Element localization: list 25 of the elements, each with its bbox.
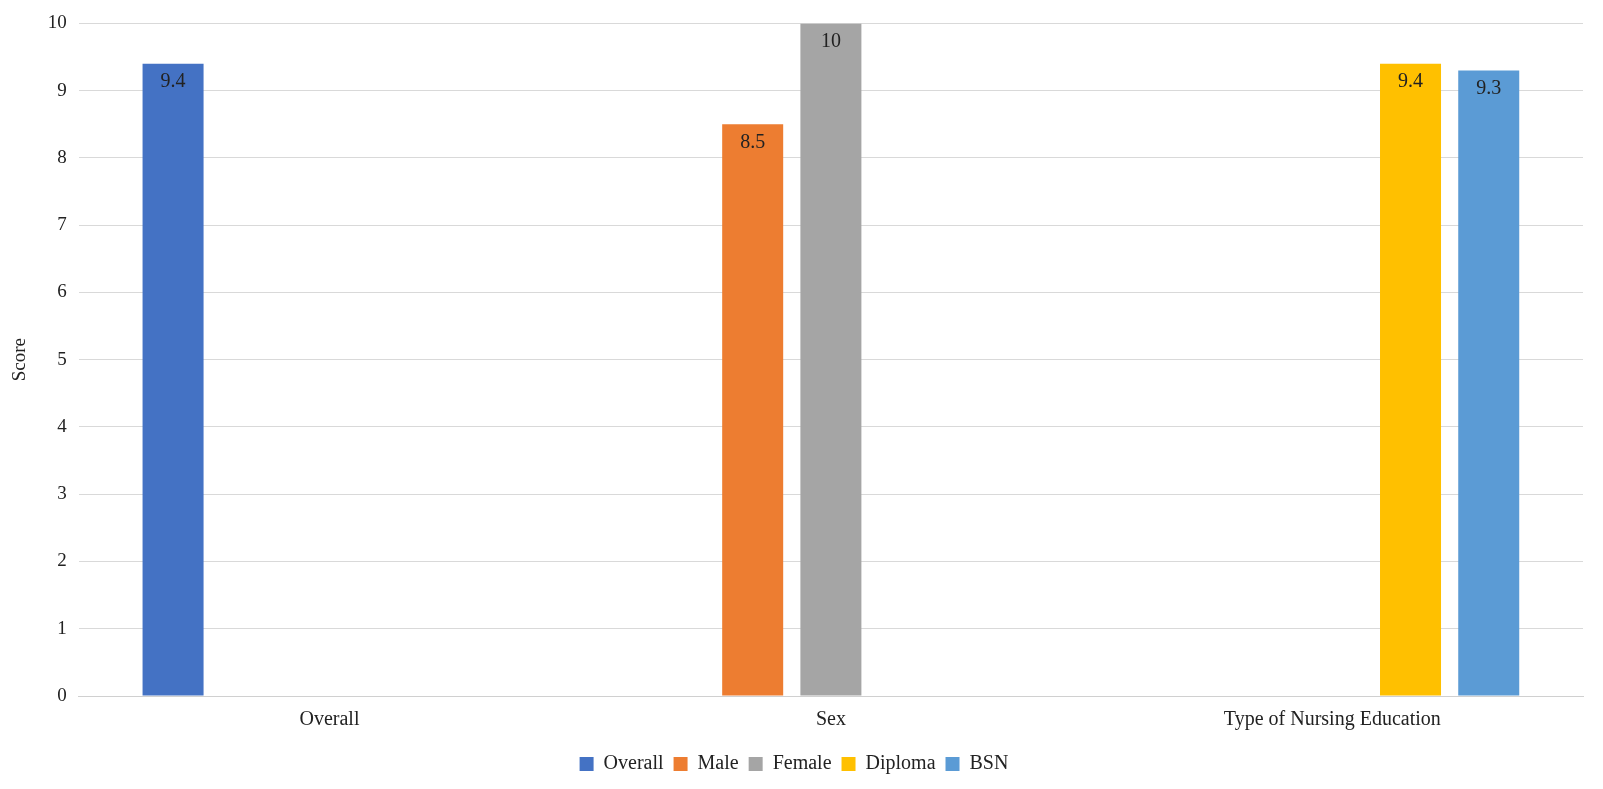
- y-tick-label: 0: [57, 683, 67, 705]
- legend-label: BSN: [969, 751, 1009, 774]
- x-tick-label: Overall: [299, 707, 360, 730]
- x-tick-label: Sex: [815, 707, 846, 730]
- legend-label: Male: [697, 751, 739, 774]
- y-tick-label: 6: [57, 280, 67, 302]
- y-axis-title: Score: [8, 338, 30, 382]
- legend-label: Diploma: [865, 751, 936, 775]
- y-tick-label: 1: [57, 616, 67, 638]
- data-label: 9.4: [1398, 69, 1424, 92]
- y-tick-label: 5: [57, 347, 67, 369]
- y-tick-label: 8: [57, 145, 67, 167]
- x-tick-label: Type of Nursing Education: [1223, 707, 1441, 731]
- legend-label: Female: [772, 751, 832, 774]
- y-tick-label: 2: [57, 549, 67, 571]
- y-tick-label: 3: [57, 482, 67, 504]
- data-label: 9.4: [160, 69, 186, 92]
- y-tick-label: 10: [47, 11, 67, 33]
- data-label: 8.5: [740, 129, 766, 152]
- y-tick-label: 7: [57, 213, 67, 235]
- legend-label: Overall: [603, 751, 664, 774]
- data-label: 9.3: [1476, 75, 1502, 98]
- y-tick-label: 4: [57, 414, 68, 436]
- y-tick-label: 9: [57, 78, 67, 100]
- data-label: 10: [820, 28, 841, 51]
